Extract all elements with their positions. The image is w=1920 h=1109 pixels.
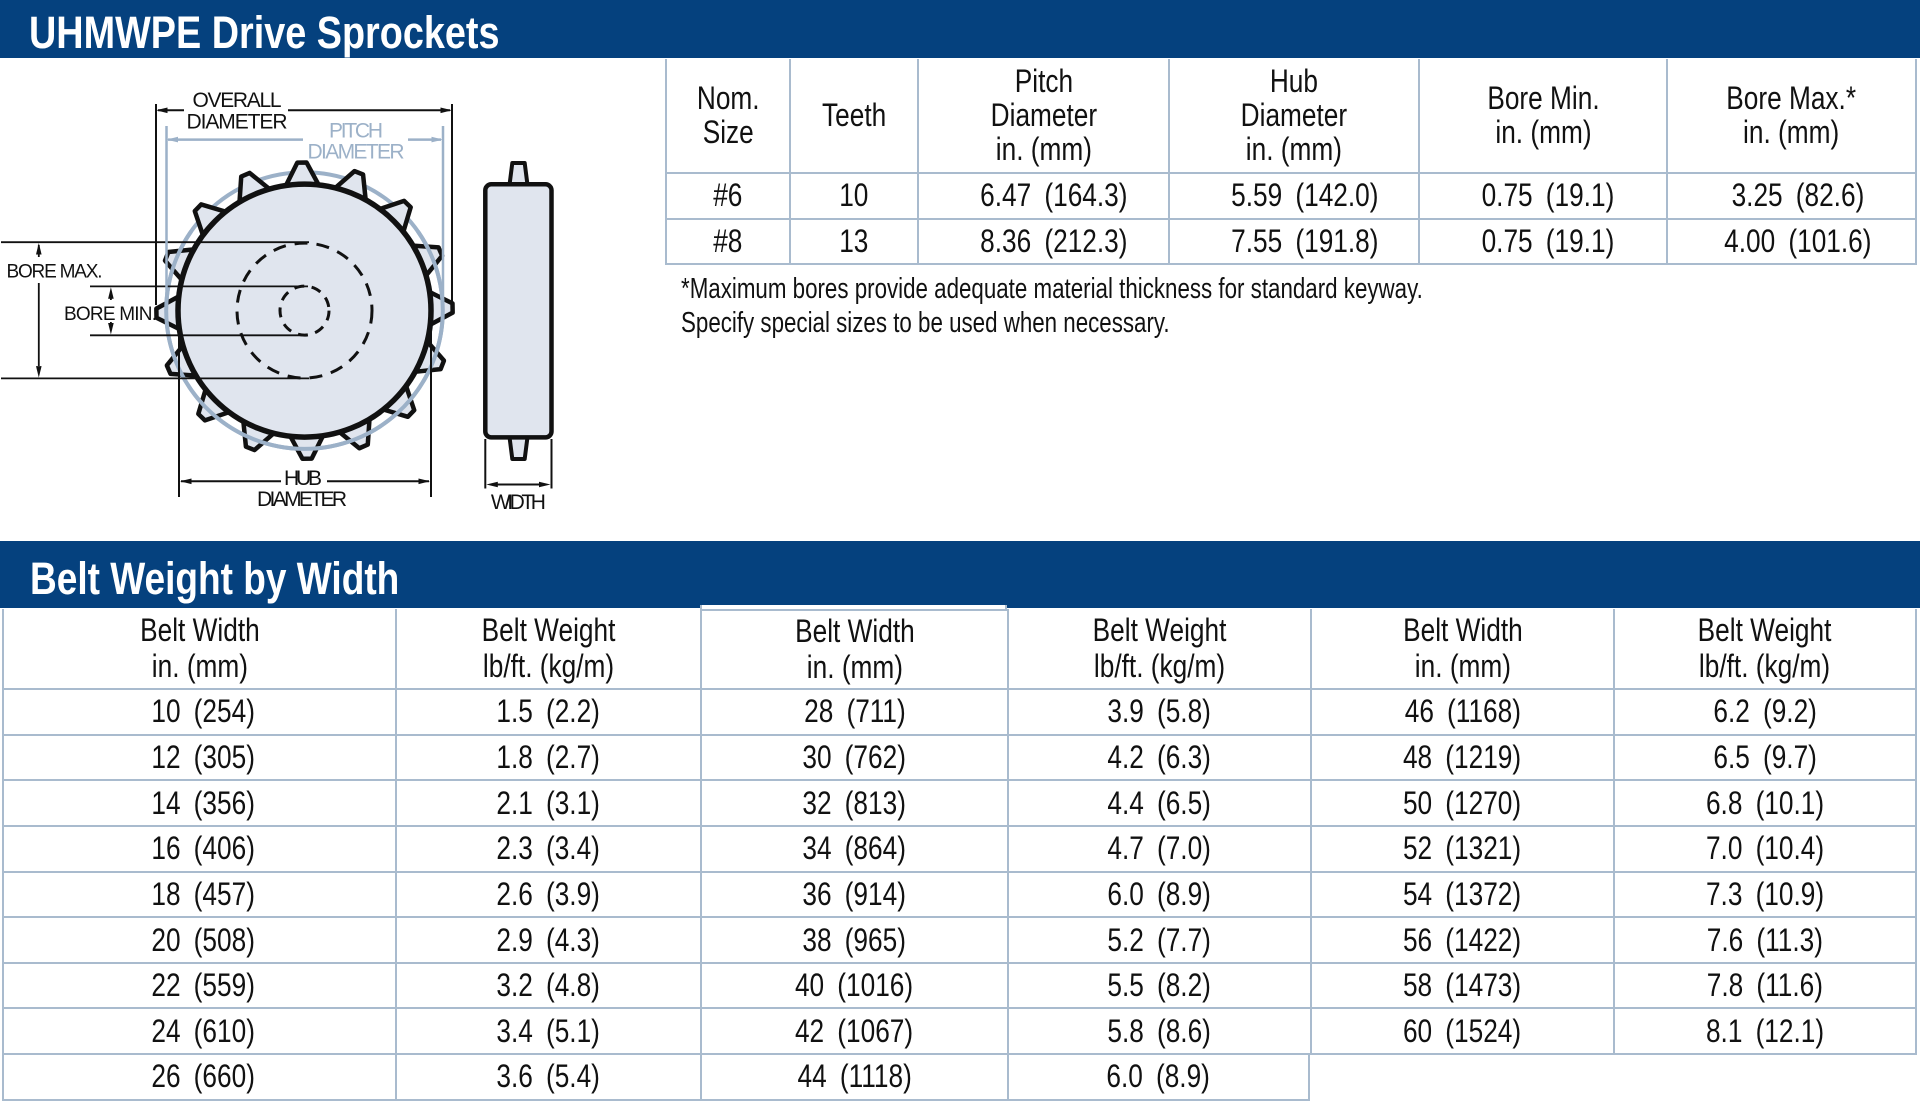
svg-text:PITCH: PITCH bbox=[329, 120, 383, 143]
svg-text:OVERALL: OVERALL bbox=[193, 89, 282, 112]
svg-text:WIDTH: WIDTH bbox=[491, 491, 546, 514]
svg-text:DIAMETER: DIAMETER bbox=[308, 140, 405, 163]
svg-text:DIAMETER: DIAMETER bbox=[187, 111, 288, 134]
svg-text:BORE MAX.: BORE MAX. bbox=[7, 261, 103, 282]
svg-text:BORE MIN.: BORE MIN. bbox=[64, 304, 157, 325]
svg-text:HUB: HUB bbox=[284, 467, 322, 490]
svg-text:DIAMETER: DIAMETER bbox=[257, 488, 347, 511]
